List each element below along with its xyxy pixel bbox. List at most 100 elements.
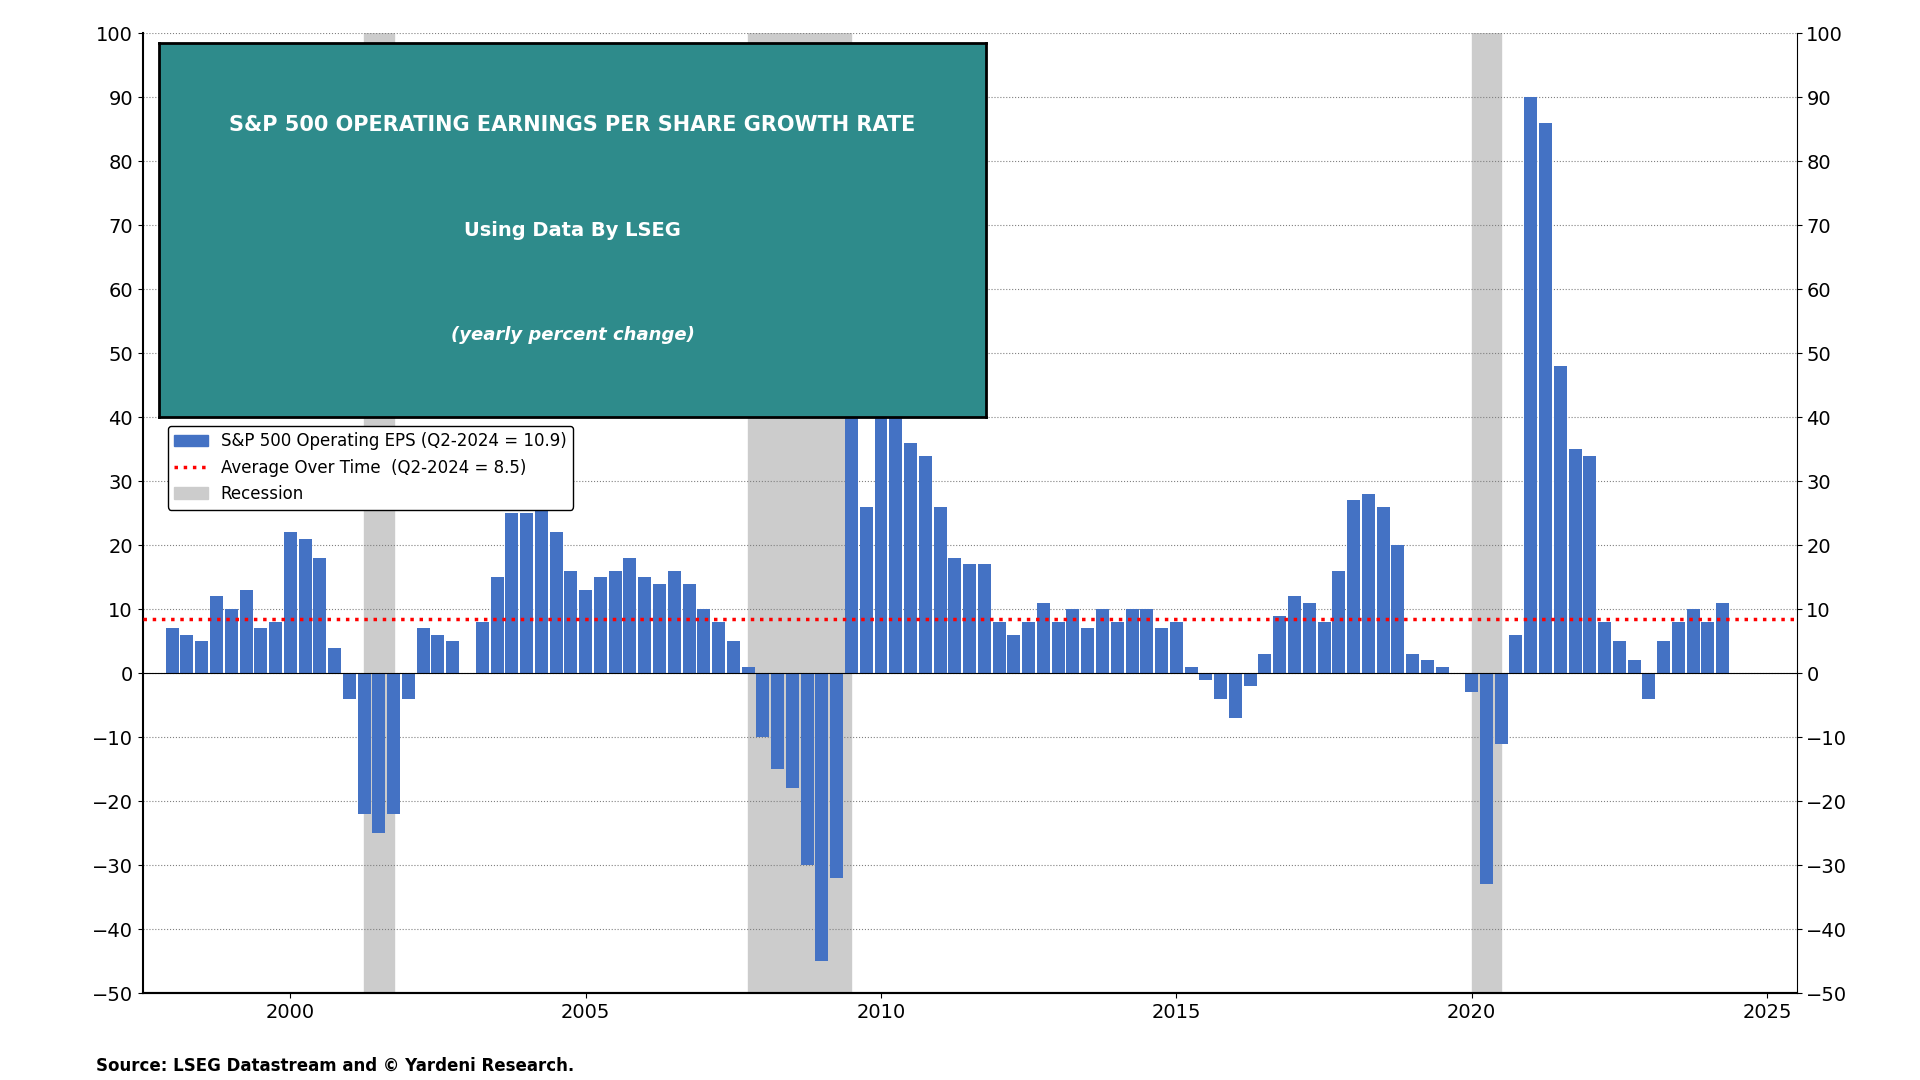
Bar — [801, 673, 814, 865]
Bar — [520, 513, 534, 673]
Bar — [845, 334, 858, 673]
Bar — [1317, 622, 1331, 673]
Bar — [165, 629, 179, 673]
Text: Source: LSEG Datastream and © Yardeni Research.: Source: LSEG Datastream and © Yardeni Re… — [96, 1056, 574, 1075]
Bar — [1642, 673, 1655, 699]
Bar — [505, 513, 518, 673]
Bar — [933, 507, 947, 673]
Bar — [180, 635, 194, 673]
Bar — [432, 635, 445, 673]
Bar — [668, 570, 682, 673]
Bar — [1553, 366, 1567, 673]
Bar — [1686, 609, 1699, 673]
Bar — [1392, 545, 1404, 673]
Bar — [697, 609, 710, 673]
Bar — [365, 33, 394, 994]
Bar — [313, 558, 326, 673]
Bar — [1540, 123, 1551, 673]
Bar — [1008, 635, 1020, 673]
Bar — [593, 577, 607, 673]
Bar — [1112, 622, 1123, 673]
Bar — [549, 532, 563, 673]
Bar — [977, 565, 991, 673]
Bar — [1052, 622, 1066, 673]
Bar — [756, 673, 770, 738]
Bar — [476, 622, 490, 673]
Bar — [785, 673, 799, 788]
Bar — [372, 673, 386, 833]
Bar — [1584, 456, 1596, 673]
Bar — [1273, 616, 1286, 673]
Bar — [1597, 622, 1611, 673]
Bar — [682, 583, 695, 673]
Bar — [388, 673, 399, 814]
Bar — [344, 673, 355, 699]
Bar — [1628, 660, 1640, 673]
Bar — [445, 642, 459, 673]
Bar — [269, 622, 282, 673]
Bar — [1436, 666, 1450, 673]
Bar — [653, 583, 666, 673]
Bar — [328, 648, 342, 673]
Bar — [1494, 673, 1507, 743]
Bar — [1185, 666, 1198, 673]
Bar — [1657, 642, 1670, 673]
Bar — [637, 577, 651, 673]
Bar — [1716, 604, 1730, 673]
Bar — [196, 642, 207, 673]
Bar — [772, 673, 783, 769]
Bar — [357, 673, 371, 814]
Bar — [253, 629, 267, 673]
Bar — [1096, 609, 1110, 673]
Bar — [1213, 673, 1227, 699]
Bar — [1569, 449, 1582, 673]
Bar — [300, 539, 311, 673]
Bar — [1405, 654, 1419, 673]
Bar — [1066, 609, 1079, 673]
Legend: S&P 500 Operating EPS (Q2-2024 = 10.9), Average Over Time  (Q2-2024 = 8.5), Rece: S&P 500 Operating EPS (Q2-2024 = 10.9), … — [167, 426, 574, 510]
Bar — [1524, 97, 1538, 673]
Bar — [240, 590, 253, 673]
Bar — [1421, 660, 1434, 673]
Bar — [712, 622, 726, 673]
Bar — [1169, 622, 1183, 673]
Bar — [1125, 609, 1139, 673]
Bar — [490, 577, 503, 673]
Bar — [1332, 570, 1346, 673]
Bar — [816, 673, 828, 961]
Bar — [1377, 507, 1390, 673]
Bar — [964, 565, 975, 673]
Bar — [904, 443, 918, 673]
Bar — [580, 590, 591, 673]
Bar — [1229, 673, 1242, 718]
Bar — [1288, 596, 1302, 673]
Bar — [536, 507, 547, 673]
Bar — [284, 532, 298, 673]
Bar — [209, 596, 223, 673]
Bar — [1081, 629, 1094, 673]
Bar — [1244, 673, 1258, 686]
Bar — [1361, 494, 1375, 673]
Bar — [1140, 609, 1154, 673]
Bar — [1509, 635, 1523, 673]
Bar — [564, 570, 578, 673]
Bar — [1613, 642, 1626, 673]
Bar — [1021, 622, 1035, 673]
Bar — [225, 609, 238, 673]
Bar — [1672, 622, 1686, 673]
Bar — [993, 622, 1006, 673]
Bar — [741, 666, 755, 673]
Bar — [1471, 33, 1501, 994]
Bar — [728, 642, 739, 673]
Bar — [1480, 673, 1494, 885]
Bar — [609, 570, 622, 673]
Bar — [417, 629, 430, 673]
Bar — [829, 673, 843, 878]
Bar — [1037, 603, 1050, 673]
Bar — [1258, 654, 1271, 673]
Bar — [920, 456, 931, 673]
Bar — [1348, 500, 1359, 673]
Bar — [1701, 622, 1715, 673]
Bar — [948, 558, 962, 673]
Bar — [889, 321, 902, 673]
